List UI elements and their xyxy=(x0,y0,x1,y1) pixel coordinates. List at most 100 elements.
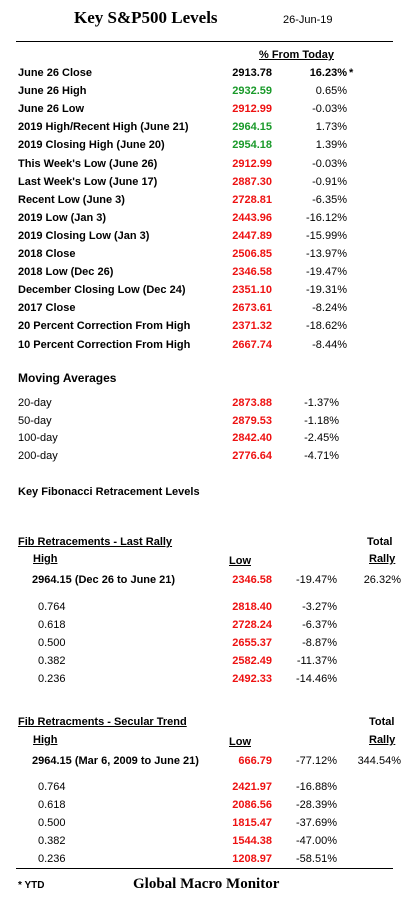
level-row: June 26 Low 2912.99 -0.03% xyxy=(0,103,409,119)
level-row: December Closing Low (Dec 24) 2351.10 -19.… xyxy=(0,284,409,300)
fib-row: 0.382 1544.38 -47.00% xyxy=(0,835,409,851)
fib-last-rally-high-label: High xyxy=(33,553,58,565)
ma-value: 2873.88 xyxy=(232,397,272,409)
fib-pct: -11.37% xyxy=(296,655,337,667)
fib-pct: -8.87% xyxy=(302,637,337,649)
fib-main-pct: -77.12% xyxy=(296,755,337,767)
level-label: 2017 Close xyxy=(18,302,76,315)
footnote: * YTD xyxy=(18,880,45,891)
ma-label: 50-day xyxy=(18,414,52,427)
level-label: December Closing Low (Dec 24) xyxy=(18,284,186,297)
level-label: 2019 Closing High (June 20) xyxy=(18,139,165,152)
level-pct: -0.91% xyxy=(312,175,347,188)
fib-value: 2492.33 xyxy=(232,673,272,685)
fib-value: 1815.47 xyxy=(232,817,272,829)
moving-average-row: 20-day 2873.88 -1.37% xyxy=(0,397,409,413)
fib-value: 1208.97 xyxy=(232,853,272,865)
moving-average-row: 100-day 2842.40 -2.45% xyxy=(0,432,409,448)
fib-value: 2086.56 xyxy=(232,799,272,811)
fib-value: 2582.49 xyxy=(232,655,272,667)
fib-main-total: 344.54% xyxy=(357,755,401,767)
moving-average-row: 200-day 2776.64 -4.71% xyxy=(0,450,409,466)
fib-main-label: 2964.15 (Dec 26 to June 21) xyxy=(32,574,176,586)
fib-pct: -28.39% xyxy=(296,799,337,811)
level-value: 2346.58 xyxy=(232,266,272,279)
level-value: 2371.32 xyxy=(232,320,272,333)
level-value: 2932.59 xyxy=(232,85,272,98)
fib-ratio: 0.764 xyxy=(38,601,66,613)
level-label: 2018 Low (Dec 26) xyxy=(18,266,114,279)
level-label: June 26 High xyxy=(18,85,87,98)
level-pct: -16.12% xyxy=(306,211,347,224)
ma-value: 2842.40 xyxy=(232,432,272,444)
level-value: 2912.99 xyxy=(232,103,272,116)
level-pct: -8.44% xyxy=(312,338,347,351)
level-label: 20 Percent Correction From High xyxy=(18,320,191,333)
fib-pct: -47.00% xyxy=(296,835,337,847)
fib-ratio: 0.618 xyxy=(38,619,66,631)
level-pct: 16.23% xyxy=(309,67,347,79)
fib-row: 0.500 1815.47 -37.69% xyxy=(0,817,409,833)
level-value: 2667.74 xyxy=(232,338,272,351)
level-row: June 26 Close 2913.78 16.23% * xyxy=(0,67,409,83)
fib-main-row: 2964.15 (Dec 26 to June 21) 2346.58 -19.47… xyxy=(0,574,409,590)
level-pct: -0.03% xyxy=(312,103,347,116)
level-label: 2019 Closing Low (Jan 3) xyxy=(18,229,150,242)
level-pct: 0.65% xyxy=(315,85,347,98)
ma-label: 200-day xyxy=(18,449,58,462)
level-value: 2964.15 xyxy=(232,121,272,134)
level-row: June 26 High 2932.59 0.65% xyxy=(0,85,409,101)
fib-row: 0.382 2582.49 -11.37% xyxy=(0,655,409,671)
fib-pct: -6.37% xyxy=(302,619,337,631)
level-pct: -15.99% xyxy=(306,229,347,242)
fib-ratio: 0.500 xyxy=(38,637,66,649)
fib-value: 2818.40 xyxy=(232,601,272,613)
fib-main-label: 2964.15 (Mar 6, 2009 to June 21) xyxy=(32,755,199,767)
fib-row: 0.236 1208.97 -58.51% xyxy=(0,853,409,869)
level-row: 2019 High/Recent High (June 21) 2964.15 1.… xyxy=(0,121,409,137)
fib-row: 0.764 2818.40 -3.27% xyxy=(0,601,409,617)
level-row: 2017 Close 2673.61 -8.24% xyxy=(0,302,409,318)
level-row: Last Week's Low (June 17) 2887.30 -0.91% xyxy=(0,176,409,192)
level-pct: -19.47% xyxy=(306,266,347,279)
level-row: 2018 Low (Dec 26) 2346.58 -19.47% xyxy=(0,266,409,282)
fib-value: 1544.38 xyxy=(232,835,272,847)
level-row: 2018 Close 2506.85 -13.97% xyxy=(0,248,409,264)
brand-name: Global Macro Monitor xyxy=(133,876,280,892)
fib-pct: -37.69% xyxy=(296,817,337,829)
fib-ratio: 0.500 xyxy=(38,817,66,829)
fib-last-rally-heading: Fib Retracements - Last Rally xyxy=(18,536,173,548)
header-divider xyxy=(16,41,393,42)
fib-value: 2655.37 xyxy=(232,637,272,649)
fib-secular-heading: Fib Retracments - Secular Trend xyxy=(18,716,187,728)
ma-label: 20-day xyxy=(18,397,52,409)
fib-main-row: 2964.15 (Mar 6, 2009 to June 21) 666.79 -7… xyxy=(0,755,409,771)
level-pct: -19.31% xyxy=(306,284,347,297)
fib-ratio: 0.236 xyxy=(38,853,66,865)
level-label: 2019 High/Recent High (June 21) xyxy=(18,121,189,134)
level-pct: 1.73% xyxy=(315,121,347,134)
fib-pct: -14.46% xyxy=(296,673,337,685)
ytd-asterisk: * xyxy=(349,67,354,79)
level-value: 2673.61 xyxy=(232,302,272,315)
moving-average-row: 50-day 2879.53 -1.18% xyxy=(0,415,409,431)
level-value: 2912.99 xyxy=(232,157,272,170)
fib-main-pct: -19.47% xyxy=(296,574,337,586)
fib-row: 0.236 2492.33 -14.46% xyxy=(0,673,409,689)
fib-ratio: 0.382 xyxy=(38,835,66,847)
pct-from-today-header: % From Today xyxy=(259,49,334,61)
ma-pct: -2.45% xyxy=(304,432,339,444)
fib-row: 0.618 2728.24 -6.37% xyxy=(0,619,409,635)
fib-ratio: 0.382 xyxy=(38,655,66,667)
fib-row: 0.500 2655.37 -8.87% xyxy=(0,637,409,653)
fib-main-value: 666.79 xyxy=(238,755,272,767)
ma-value: 2879.53 xyxy=(232,414,272,427)
level-value: 2887.30 xyxy=(232,175,272,188)
fib-row: 0.618 2086.56 -28.39% xyxy=(0,799,409,815)
fib-last-rally-rally-label: Rally xyxy=(369,553,396,565)
moving-averages-heading: Moving Averages xyxy=(18,371,117,385)
fib-value: 2421.97 xyxy=(232,781,272,793)
ma-pct: -1.18% xyxy=(304,414,339,427)
level-row: 10 Percent Correction From High 2667.74 -8… xyxy=(0,339,409,355)
level-value: 2506.85 xyxy=(232,248,272,260)
